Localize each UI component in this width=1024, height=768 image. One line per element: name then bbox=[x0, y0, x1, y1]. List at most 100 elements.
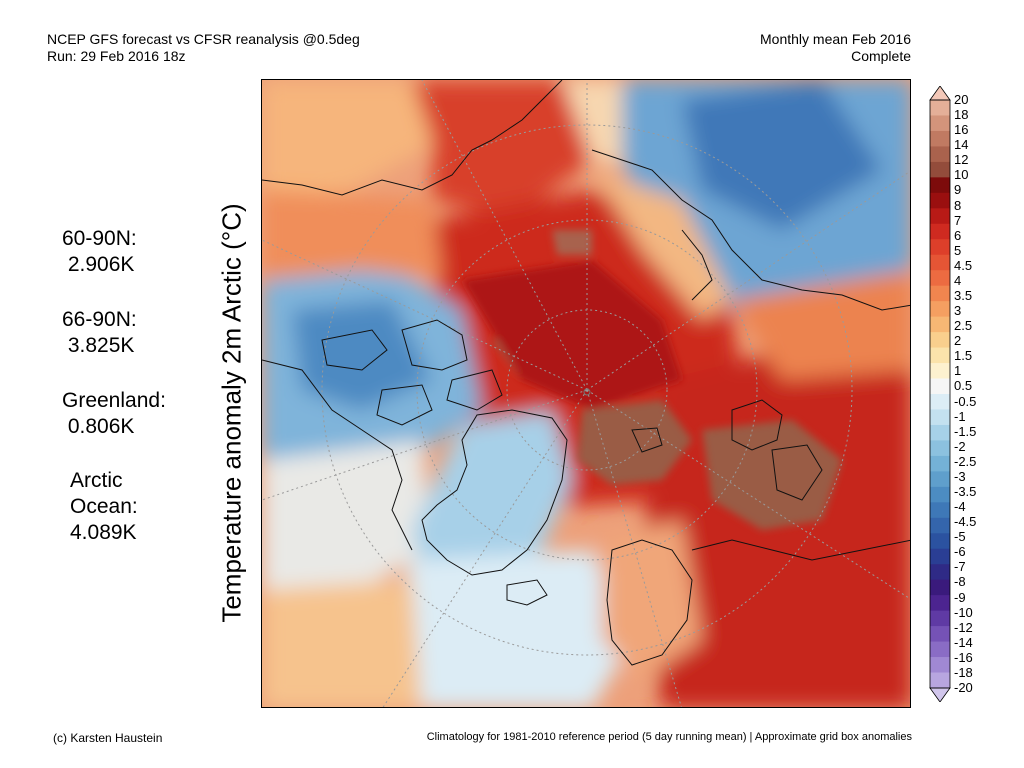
colorbar-tick-label: -0.5 bbox=[954, 393, 977, 409]
colorbar-swatch bbox=[930, 270, 950, 287]
colorbar-tick-label: 4.5 bbox=[954, 257, 973, 273]
colorbar-swatch bbox=[930, 471, 950, 488]
colorbar-min-arrow bbox=[929, 687, 951, 702]
colorbar-tick-label: 3 bbox=[954, 303, 962, 319]
colorbar-tick-label: 5 bbox=[954, 242, 962, 258]
stat-label: Greenland: bbox=[62, 389, 166, 412]
colorbar-swatch bbox=[930, 486, 950, 503]
colorbar-tick-label: -20 bbox=[954, 680, 973, 695]
stat-label: Arctic Ocean: bbox=[70, 469, 138, 518]
colorbar-swatch bbox=[930, 301, 950, 318]
colorbar-swatch bbox=[930, 579, 950, 596]
stat-60-90n: 60-90N: 2.906K bbox=[62, 226, 137, 278]
colorbar-tick-label: 14 bbox=[954, 137, 969, 153]
colorbar-tick-label: -12 bbox=[954, 619, 973, 635]
colorbar-tick-label: -4.5 bbox=[954, 514, 977, 530]
colorbar-tick-label: 1 bbox=[954, 363, 962, 379]
colorbar-tick-label: -18 bbox=[954, 664, 973, 680]
colorbar-swatch bbox=[930, 378, 950, 395]
colorbar-tick-label: -9 bbox=[954, 589, 966, 605]
graticule bbox=[262, 80, 910, 707]
stat-value: 4.089K bbox=[70, 521, 137, 544]
colorbar-swatch bbox=[930, 641, 950, 658]
colorbar-tick-label: -5 bbox=[954, 529, 966, 545]
colorbar-tick-label: 16 bbox=[954, 122, 969, 138]
colorbar-swatch bbox=[930, 564, 950, 581]
colorbar-swatch bbox=[930, 161, 950, 178]
colorbar-swatch bbox=[930, 100, 950, 116]
temperature-anomaly-map bbox=[261, 79, 911, 708]
chart-header-left: NCEP GFS forecast vs CFSR reanalysis @0.… bbox=[47, 31, 360, 65]
colorbar-tick-label: 9 bbox=[954, 182, 962, 198]
completeness-status: Complete bbox=[851, 48, 911, 64]
colorbar-tick-label: -10 bbox=[954, 604, 973, 620]
coastlines bbox=[262, 80, 910, 666]
colorbar-swatch bbox=[930, 223, 950, 240]
colorbar-tick-label: -3.5 bbox=[954, 484, 977, 499]
colorbar-tick-label: 8 bbox=[954, 197, 962, 213]
colorbar-tick-label: -1.5 bbox=[954, 423, 977, 439]
colorbar-swatch bbox=[930, 146, 950, 163]
colorbar-swatch bbox=[930, 115, 950, 132]
colorbar-tick-label: -1 bbox=[954, 408, 966, 424]
colorbar-tick-label: -2 bbox=[954, 438, 966, 454]
y-axis-label: Temperature anomaly 2m Arctic (°C) bbox=[216, 203, 247, 623]
colorbar-tick-label: 2 bbox=[954, 333, 962, 349]
colorbar-swatch bbox=[930, 177, 950, 194]
colorbar-tick-label: -6 bbox=[954, 544, 966, 560]
run-time: Run: 29 Feb 2016 18z bbox=[47, 48, 186, 64]
climatology-note: Climatology for 1981-2010 reference peri… bbox=[426, 731, 912, 743]
copyright-note: (c) Karsten Haustein bbox=[53, 731, 163, 745]
map-canvas bbox=[262, 80, 910, 707]
colorbar-tick-label: 10 bbox=[954, 167, 969, 183]
colorbar-frame bbox=[929, 99, 951, 689]
colorbar-swatch bbox=[930, 192, 950, 209]
colorbar-swatch bbox=[930, 316, 950, 333]
colorbar bbox=[929, 86, 951, 702]
colorbar-swatch bbox=[930, 424, 950, 441]
stat-value: 0.806K bbox=[67, 415, 135, 438]
colorbar-swatch bbox=[930, 239, 950, 256]
colorbar-tick-label: 20 bbox=[954, 92, 969, 107]
colorbar-swatch bbox=[930, 409, 950, 426]
colorbar-swatch bbox=[930, 455, 950, 472]
colorbar-swatch bbox=[930, 440, 950, 457]
colorbar-swatch bbox=[930, 363, 950, 379]
colorbar-tick-label: 7 bbox=[954, 212, 962, 228]
colorbar-tick-label: -3 bbox=[954, 468, 966, 484]
colorbar-tick-label: -14 bbox=[954, 634, 973, 650]
colorbar-tick-label: 6 bbox=[954, 227, 962, 243]
colorbar-swatch bbox=[930, 394, 950, 410]
colorbar-tick-label: -2.5 bbox=[954, 453, 977, 469]
chart-header-right: Monthly mean Feb 2016 Complete bbox=[760, 31, 911, 65]
colorbar-tick-label: 18 bbox=[954, 107, 969, 123]
colorbar-tick-label: 3.5 bbox=[954, 288, 973, 303]
stat-greenland: Greenland: 0.806K bbox=[62, 388, 166, 440]
colorbar-swatch bbox=[930, 254, 950, 271]
colorbar-tick-label: 0.5 bbox=[954, 378, 973, 394]
stat-value: 3.825K bbox=[67, 334, 135, 357]
colorbar-tick-label: -4 bbox=[954, 499, 966, 515]
colorbar-swatch bbox=[930, 672, 950, 689]
stat-label: 60-90N: bbox=[62, 227, 137, 250]
colorbar-max-arrow bbox=[929, 86, 951, 101]
colorbar-swatch bbox=[930, 347, 950, 364]
colorbar-swatch bbox=[930, 332, 950, 348]
colorbar-swatch bbox=[930, 208, 950, 225]
colorbar-tick-label: -8 bbox=[954, 574, 966, 590]
colorbar-tick-label: 12 bbox=[954, 152, 969, 168]
stat-66-90n: 66-90N: 3.825K bbox=[62, 307, 137, 359]
stat-label: 66-90N: bbox=[62, 308, 137, 331]
colorbar-swatch bbox=[930, 548, 950, 565]
colorbar-tick-label: -7 bbox=[954, 559, 966, 575]
colorbar-swatch bbox=[930, 533, 950, 550]
north-pole-marker bbox=[583, 388, 591, 396]
stat-arctic-ocean: Arctic Ocean: 4.089K bbox=[70, 468, 138, 546]
colorbar-tick-label: 1.5 bbox=[954, 348, 973, 364]
colorbar-swatch bbox=[930, 626, 950, 642]
colorbar-swatch bbox=[930, 502, 950, 519]
stat-value: 2.906K bbox=[67, 253, 135, 276]
colorbar-tick-label: 2.5 bbox=[954, 318, 973, 334]
colorbar-swatch bbox=[930, 595, 950, 612]
colorbar-tick-label: 4 bbox=[954, 272, 962, 288]
